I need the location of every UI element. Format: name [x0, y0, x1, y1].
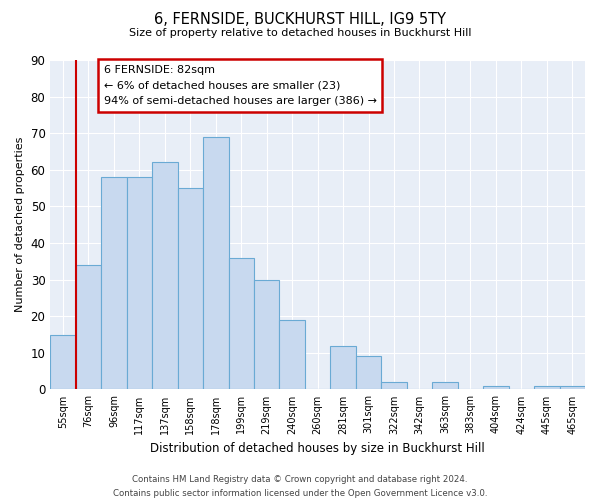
Text: 6, FERNSIDE, BUCKHURST HILL, IG9 5TY: 6, FERNSIDE, BUCKHURST HILL, IG9 5TY	[154, 12, 446, 28]
Bar	[254, 280, 280, 390]
Y-axis label: Number of detached properties: Number of detached properties	[15, 137, 25, 312]
Bar	[203, 137, 229, 390]
Text: Contains HM Land Registry data © Crown copyright and database right 2024.
Contai: Contains HM Land Registry data © Crown c…	[113, 476, 487, 498]
Bar	[560, 386, 585, 390]
Bar	[280, 320, 305, 390]
Bar	[152, 162, 178, 390]
Bar	[178, 188, 203, 390]
Bar	[101, 177, 127, 390]
Bar	[50, 334, 76, 390]
Bar	[356, 356, 382, 390]
Text: 6 FERNSIDE: 82sqm
← 6% of detached houses are smaller (23)
94% of semi-detached : 6 FERNSIDE: 82sqm ← 6% of detached house…	[104, 65, 377, 106]
Bar	[432, 382, 458, 390]
Bar	[229, 258, 254, 390]
Bar	[534, 386, 560, 390]
Bar	[382, 382, 407, 390]
Bar	[331, 346, 356, 390]
Bar	[76, 265, 101, 390]
Bar	[127, 177, 152, 390]
Bar	[483, 386, 509, 390]
Text: Size of property relative to detached houses in Buckhurst Hill: Size of property relative to detached ho…	[129, 28, 471, 38]
X-axis label: Distribution of detached houses by size in Buckhurst Hill: Distribution of detached houses by size …	[150, 442, 485, 455]
